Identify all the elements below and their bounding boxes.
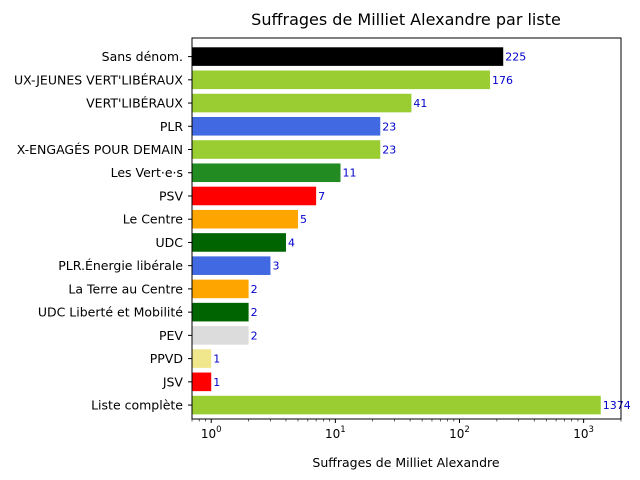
data-label-13: 1 [213, 353, 220, 366]
bar-1 [192, 70, 490, 90]
bar-6 [192, 186, 317, 206]
data-label-0: 225 [505, 51, 526, 64]
category-label-6: PSV [159, 188, 183, 203]
data-label-6: 7 [318, 190, 325, 203]
bar-0 [192, 47, 504, 66]
data-label-1: 176 [492, 74, 513, 87]
chart-title: Suffrages de Milliet Alexandre par liste [251, 10, 561, 29]
category-label-1: UX-JEUNES VERT'LIBÉRAUX [14, 72, 183, 87]
data-label-5: 11 [343, 167, 357, 180]
category-label-3: PLR [160, 119, 184, 134]
category-label-14: JSV [162, 374, 184, 389]
data-label-7: 5 [300, 213, 307, 226]
category-label-11: UDC Liberté et Mobilité [38, 305, 183, 320]
bar-12 [192, 326, 249, 345]
data-label-2: 41 [413, 97, 427, 110]
bar-4 [192, 140, 381, 159]
x-tick-label-1: 101 [325, 425, 346, 441]
data-label-15: 1374 [603, 399, 631, 412]
bar-2 [192, 93, 412, 113]
category-label-13: PPVD [150, 351, 183, 366]
plot-frame [191, 37, 622, 420]
bar-3 [192, 116, 381, 136]
category-label-2: VERT'LIBÉRAUX [86, 96, 183, 111]
bar-9 [192, 256, 271, 275]
category-label-7: Le Centre [123, 212, 184, 227]
data-label-12: 2 [251, 329, 258, 342]
bar-15 [192, 395, 601, 415]
bar-11 [192, 302, 249, 322]
x-axis-label: Suffrages de Milliet Alexandre [312, 455, 499, 470]
bar-14 [192, 372, 212, 392]
x-tick-label-0: 100 [201, 425, 222, 441]
category-labels: Sans dénom. UX-JEUNES VERT'LIBÉRAUX VERT'L… [14, 49, 184, 412]
data-label-14: 1 [213, 376, 220, 389]
category-label-0: Sans dénom. [102, 49, 183, 64]
axes: 100 101 102 103 [188, 37, 622, 441]
bar-10 [192, 279, 249, 299]
data-label-8: 4 [288, 236, 295, 249]
bar-7 [192, 209, 298, 229]
data-label-10: 2 [251, 283, 258, 296]
category-label-9: PLR.Énergie libérale [58, 258, 183, 273]
bar-5 [192, 163, 341, 183]
x-tick-label-2: 102 [449, 425, 470, 441]
category-label-10: La Terre au Centre [68, 281, 183, 296]
x-tick-label-3: 103 [573, 425, 594, 441]
category-label-8: UDC [155, 235, 183, 250]
category-label-4: X-ENGAGÉS POUR DEMAIN [17, 142, 183, 157]
category-label-5: Les Vert·e·s [111, 165, 183, 180]
data-label-3: 23 [382, 120, 396, 133]
data-label-11: 2 [251, 306, 258, 319]
bar-8 [192, 233, 286, 252]
category-label-15: Liste complète [91, 398, 183, 413]
data-label-4: 23 [382, 144, 396, 157]
data-label-9: 3 [272, 260, 279, 273]
bar-13 [192, 349, 212, 368]
bars-group [192, 47, 601, 415]
category-label-12: PEV [159, 328, 183, 343]
